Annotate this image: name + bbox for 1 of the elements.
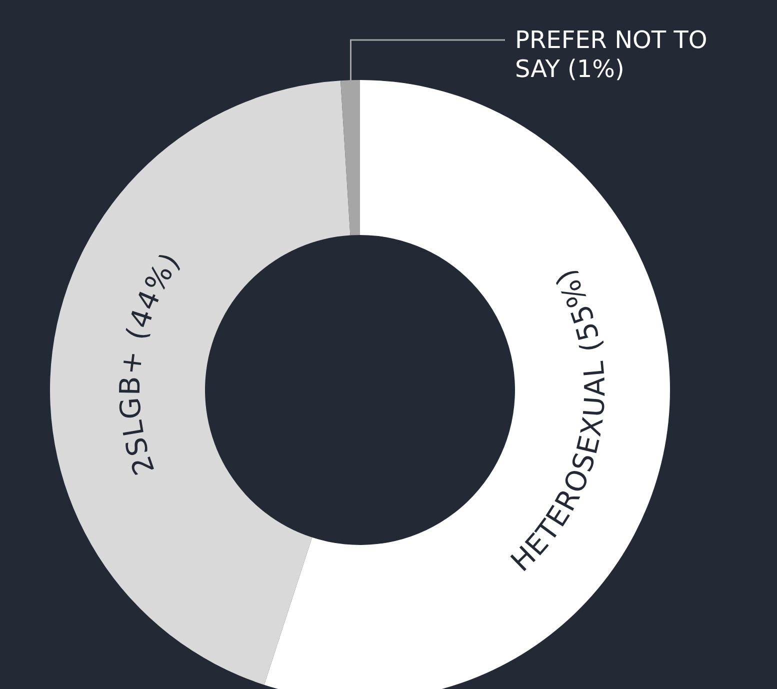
- slice-label: PREFER NOT TO SAY (1%): [515, 26, 708, 83]
